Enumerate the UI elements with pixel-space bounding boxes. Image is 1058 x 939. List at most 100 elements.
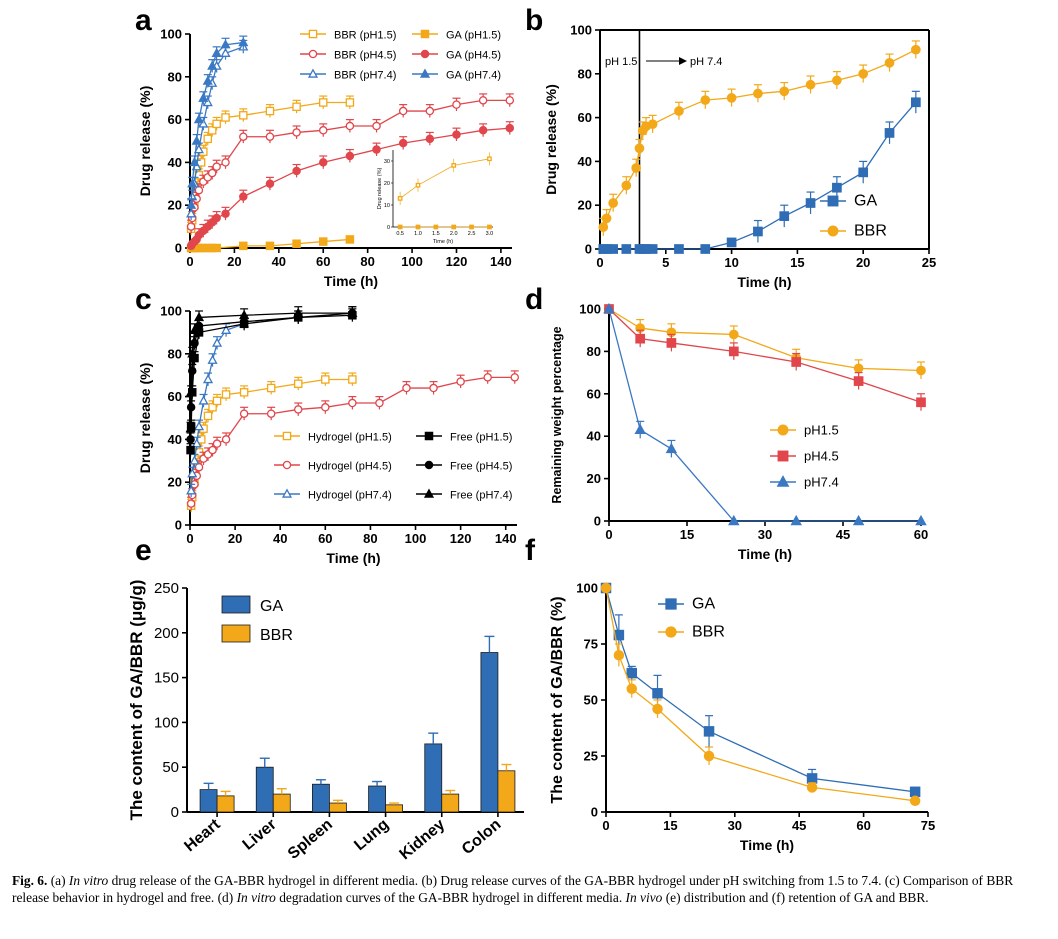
data-point (265, 132, 275, 141)
panel-letter: e (135, 534, 152, 567)
data-point (884, 57, 895, 68)
data-point (832, 75, 842, 86)
x-axis-title: Time (h) (738, 546, 792, 562)
y-tick-label: 20 (168, 475, 182, 490)
data-point (884, 128, 895, 138)
legend-label: BBR (pH4.5) (334, 50, 396, 62)
data-point (292, 102, 301, 112)
legend-marker (420, 49, 430, 59)
legend-marker (665, 598, 677, 610)
data-point (726, 237, 737, 248)
inset-x-tick-label: 2.0 (450, 231, 458, 237)
x-tick-label: 20 (227, 254, 241, 269)
data-point (608, 198, 619, 208)
data-point (674, 106, 684, 116)
data-point (239, 241, 248, 251)
data-point (345, 151, 355, 161)
caption-italic-2: In vitro (236, 890, 276, 905)
series-line (608, 308, 922, 403)
y-tick-label: 20 (587, 471, 601, 486)
x-axis-title: Time (h) (326, 550, 380, 566)
legend: pH1.5 pH4.5 pH7.4 (770, 423, 839, 490)
x-category-label: Kidney (397, 816, 449, 863)
inset-series (397, 224, 492, 230)
bar (424, 743, 443, 813)
inset: 0.5 1.0 1.5 2.0 2.5 3.0 0 10 20 30 Time (h) Drug re… (377, 150, 493, 245)
data-point (603, 302, 615, 314)
legend-marker (424, 460, 434, 470)
data-point (791, 357, 802, 367)
x-tick-label: 15 (790, 255, 804, 270)
data-point (909, 786, 921, 798)
data-point (858, 68, 869, 79)
y-tick-label: 20 (578, 198, 592, 213)
data-point (916, 365, 926, 376)
series-hydrogel-ph4-5- (186, 370, 519, 511)
data-point (293, 405, 303, 414)
data-point (631, 163, 642, 173)
data-point (726, 93, 737, 103)
data-point (185, 423, 196, 433)
legend-swatch (221, 595, 251, 614)
y-tick-label: 80 (587, 344, 601, 359)
x-tick-label: 40 (272, 254, 286, 269)
y-axis-title: Remaining weight percentage (550, 326, 564, 503)
data-point (398, 106, 408, 116)
caption-text-2: drug release of the GA-BBR hydrogel in d… (12, 873, 1014, 905)
data-point (220, 47, 231, 57)
legend-swatch (221, 624, 251, 643)
inset-data-point (487, 156, 492, 162)
figure-caption: Fig. 6. (a) In vitro drug release of the… (12, 872, 1050, 906)
series-line (190, 127, 510, 247)
inset-data-point (451, 163, 457, 168)
data-point (221, 435, 231, 444)
legend-marker (827, 225, 839, 237)
panel-letter: b (525, 4, 543, 37)
data-point (621, 180, 632, 191)
data-point (293, 379, 303, 389)
data-point (186, 499, 196, 508)
inset-x-axis-title: Time (h) (433, 239, 453, 245)
legend-marker (424, 431, 434, 441)
data-point (207, 354, 218, 364)
x-tick-label: 25 (922, 255, 936, 270)
inset-y-tick-label: 20 (384, 181, 390, 187)
y-axis-title: Drug release (%) (137, 363, 153, 473)
data-point (266, 409, 276, 418)
y-tick-label: 25 (584, 749, 598, 764)
data-point (212, 213, 221, 223)
legend-label: pH1.5 (804, 423, 839, 438)
series-ph7-4 (603, 302, 927, 526)
legend-label: BBR (692, 624, 725, 641)
y-tick-label: 150 (154, 670, 179, 687)
data-point (915, 514, 927, 526)
y-tick-label: 80 (168, 69, 182, 84)
y-tick-label: 0 (171, 804, 179, 821)
legend-marker (282, 431, 292, 441)
data-point (207, 168, 217, 178)
y-tick-label: 80 (168, 346, 182, 361)
x-tick-label: 40 (273, 531, 287, 546)
y-tick-label: 75 (584, 637, 598, 652)
caption-text-4: (e) distribution and (f) retention of GA… (662, 890, 929, 905)
data-point (221, 390, 231, 399)
y-tick-label: 250 (154, 580, 179, 597)
y-tick-label: 50 (584, 693, 598, 708)
legend: Hydrogel (pH1.5) Hydrogel (pH4.5) Hydrogel… (274, 432, 512, 502)
data-point (626, 667, 638, 679)
data-point (239, 309, 250, 319)
y-tick-label: 100 (579, 302, 601, 317)
data-point (292, 128, 301, 137)
x-tick-label: 120 (450, 531, 472, 546)
x-category-label: Spleen (285, 816, 336, 863)
data-point (212, 396, 222, 406)
legend-marker (665, 626, 677, 638)
x-tick-label: 45 (792, 818, 806, 833)
data-point (372, 145, 381, 154)
x-tick-label: 30 (728, 818, 742, 833)
data-point (221, 324, 232, 334)
x-axis-title: Time (h) (740, 837, 794, 853)
data-point (265, 106, 275, 116)
